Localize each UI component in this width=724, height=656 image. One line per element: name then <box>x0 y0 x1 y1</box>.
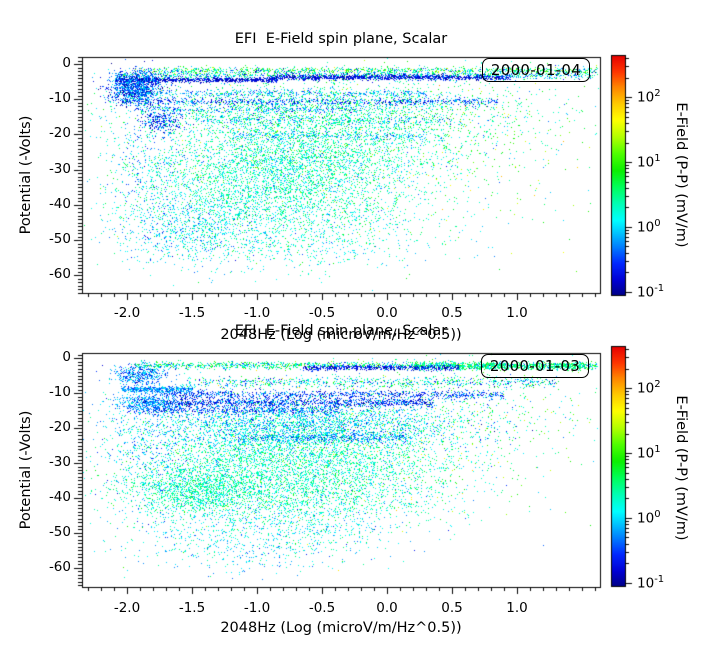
x-tick-label-1-4: 0.0 <box>376 600 398 616</box>
x-tick-label-1-1: -1.5 <box>178 600 206 616</box>
panel1-legend-box: 2000-01-04 <box>482 58 590 82</box>
panel2-xaxis-label: 2048Hz (Log (microV/m/Hz^0.5)) <box>220 620 462 636</box>
x-tick-label-0-2: -1.0 <box>243 305 271 321</box>
panel2-colorbar-label: E-Field (P-P) (mV/m) <box>673 395 689 541</box>
y-tick-label-0-2: -20 <box>48 125 71 141</box>
panel1-colorbar-label: E-Field (P-P) (mV/m) <box>673 102 689 248</box>
panel1-title: EFI E-Field spin plane, Scalar <box>234 31 448 47</box>
colorbar-tick-label-0-0: 10-1 <box>637 283 665 301</box>
y-tick-label-0-4: -40 <box>48 196 71 212</box>
x-tick-label-1-3: -0.5 <box>308 600 336 616</box>
colorbar-tick-label-0-2: 101 <box>637 153 661 171</box>
colorbar-tick-label-1-3: 102 <box>637 379 661 397</box>
y-tick-label-0-1: -10 <box>48 90 71 106</box>
y-tick-label-1-3: -30 <box>48 454 71 470</box>
x-tick-label-0-3: -0.5 <box>308 305 336 321</box>
y-tick-label-1-0: 0 <box>62 349 71 365</box>
x-tick-label-0-6: 1.0 <box>506 305 528 321</box>
y-tick-label-1-6: -60 <box>48 559 71 575</box>
panel2-legend-date: 2000-01-03 <box>489 357 581 375</box>
x-tick-label-1-0: -2.0 <box>113 600 141 616</box>
y-tick-label-0-5: -50 <box>48 231 71 247</box>
colorbar-tick-label-0-1: 100 <box>637 218 661 236</box>
panel1-xaxis-label: 2048Hz (Log (microV/m/Hz^0.5)) <box>220 327 462 343</box>
x-tick-label-0-5: 0.5 <box>441 305 463 321</box>
y-tick-label-1-2: -20 <box>48 419 71 435</box>
colorbar-tick-label-0-3: 102 <box>637 88 661 106</box>
y-tick-label-0-6: -60 <box>48 266 71 282</box>
panel2-legend-box: 2000-01-03 <box>481 354 589 378</box>
panel1-legend-date: 2000-01-04 <box>490 61 582 79</box>
y-tick-label-1-1: -10 <box>48 384 71 400</box>
y-tick-label-0-0: 0 <box>62 55 71 71</box>
y-tick-label-0-3: -30 <box>48 161 71 177</box>
x-tick-label-0-1: -1.5 <box>178 305 206 321</box>
x-tick-label-1-5: 0.5 <box>441 600 463 616</box>
x-tick-label-1-2: -1.0 <box>243 600 271 616</box>
y-tick-label-1-5: -50 <box>48 524 71 540</box>
colorbar-tick-label-1-0: 10-1 <box>637 574 665 592</box>
x-tick-label-1-6: 1.0 <box>506 600 528 616</box>
colorbar-tick-label-1-1: 100 <box>637 509 661 527</box>
colorbar-tick-label-1-2: 101 <box>637 444 661 462</box>
x-tick-label-0-4: 0.0 <box>376 305 398 321</box>
panel2-title: EFI E-Field spin plane, Scalar <box>234 323 448 339</box>
y-tick-label-1-4: -40 <box>48 489 71 505</box>
x-tick-label-0-0: -2.0 <box>113 305 141 321</box>
